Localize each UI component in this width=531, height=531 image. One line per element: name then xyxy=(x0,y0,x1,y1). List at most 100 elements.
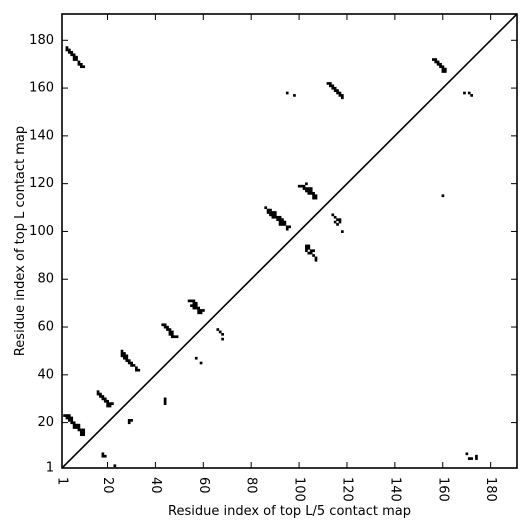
contact-cell xyxy=(77,423,81,427)
contact-cell xyxy=(130,364,133,367)
y-tick-label: 120 xyxy=(29,176,54,191)
contact-cell xyxy=(103,454,107,458)
contact-cell xyxy=(302,187,306,190)
contact-cell xyxy=(70,421,74,425)
contact-cell xyxy=(281,218,284,221)
y-tick-label: 60 xyxy=(37,320,54,335)
contact-cell xyxy=(199,309,203,312)
contact-cell xyxy=(166,325,169,329)
contact-cell xyxy=(312,192,315,195)
contact-cell xyxy=(436,60,440,64)
contact-cell xyxy=(82,433,86,437)
contact-cell xyxy=(470,457,473,460)
contact-cell xyxy=(63,414,66,417)
contact-cell xyxy=(127,359,131,362)
contact-cell xyxy=(67,419,71,422)
y-tick-label: 20 xyxy=(37,415,54,430)
contact-cell xyxy=(163,402,167,405)
contact-cell xyxy=(79,62,83,66)
contact-cell xyxy=(72,55,76,59)
contact-cell xyxy=(283,220,287,224)
contact-cell xyxy=(75,426,78,429)
contact-cell xyxy=(431,58,435,61)
contact-cell xyxy=(72,53,76,57)
contact-cell xyxy=(123,352,126,355)
contact-cell xyxy=(434,58,438,61)
contact-cell xyxy=(331,86,335,90)
y-axis-label: Residue index of top L contact map xyxy=(13,126,28,356)
contact-cell xyxy=(168,328,172,331)
contact-cell xyxy=(99,395,102,398)
contact-cell xyxy=(309,189,313,193)
contact-cell xyxy=(276,218,280,221)
contact-cell xyxy=(264,206,268,210)
contact-cell xyxy=(197,311,200,315)
contact-cell xyxy=(271,215,275,219)
contact-cell xyxy=(163,397,167,401)
contact-cell xyxy=(293,94,296,97)
contact-cell xyxy=(192,301,196,305)
contact-cell xyxy=(443,67,447,71)
contact-cell xyxy=(285,225,289,229)
contact-cell xyxy=(168,332,172,336)
contact-cell xyxy=(101,452,105,456)
contact-cell xyxy=(340,96,344,100)
contact-cell xyxy=(199,361,203,365)
contact-cell xyxy=(470,94,473,97)
contact-cell xyxy=(127,361,131,365)
contact-cell xyxy=(305,246,308,250)
contact-cell xyxy=(336,89,339,92)
y-tick-label: 140 xyxy=(29,128,54,143)
contact-cell xyxy=(305,187,308,190)
contact-cell xyxy=(278,218,282,221)
contact-cell xyxy=(436,62,440,66)
contact-cell xyxy=(305,182,308,186)
contact-cell xyxy=(309,249,313,253)
contact-cell xyxy=(439,62,442,66)
contact-cell xyxy=(302,184,306,188)
contact-cell xyxy=(333,89,337,92)
contact-cell xyxy=(82,428,86,432)
contact-cell xyxy=(309,251,313,255)
contact-cell xyxy=(96,390,100,394)
contact-cell xyxy=(82,430,86,434)
plot-area xyxy=(61,13,518,469)
x-tick-label: 40 xyxy=(148,477,163,494)
contact-cell xyxy=(75,423,78,427)
contact-cell xyxy=(70,419,74,422)
contact-cell xyxy=(67,48,71,52)
contact-cell xyxy=(314,258,318,262)
contact-cell xyxy=(273,215,277,219)
contact-cell xyxy=(329,82,332,85)
contact-cell xyxy=(307,246,311,250)
contact-cell xyxy=(278,215,282,219)
contact-cell xyxy=(192,306,196,310)
y-tick-label: 100 xyxy=(29,224,54,239)
contact-cell xyxy=(307,189,311,193)
contact-cell xyxy=(340,230,344,233)
contact-cell xyxy=(123,354,126,358)
contact-cell xyxy=(331,213,335,217)
contact-cell xyxy=(336,91,339,95)
contact-cell xyxy=(269,208,272,212)
y-tick-label: 180 xyxy=(29,33,54,48)
contact-cell xyxy=(297,184,301,188)
contact-cell xyxy=(199,311,203,315)
contact-cell xyxy=(269,213,272,217)
x-tick-label: 180 xyxy=(483,477,498,502)
contact-cell xyxy=(120,354,124,358)
contact-cell xyxy=(276,215,280,219)
plot-frame xyxy=(61,13,518,469)
contact-cell xyxy=(72,421,76,425)
x-tick-label: 80 xyxy=(244,477,259,494)
contact-cell xyxy=(467,457,471,460)
contact-cell xyxy=(70,53,74,57)
contact-cell xyxy=(103,397,107,401)
contact-cell xyxy=(173,335,177,339)
contact-cell xyxy=(168,330,172,334)
contact-cell xyxy=(285,227,289,231)
y-tick-label: 160 xyxy=(29,81,54,96)
contact-cell xyxy=(273,211,277,214)
contact-cell xyxy=(314,196,318,200)
